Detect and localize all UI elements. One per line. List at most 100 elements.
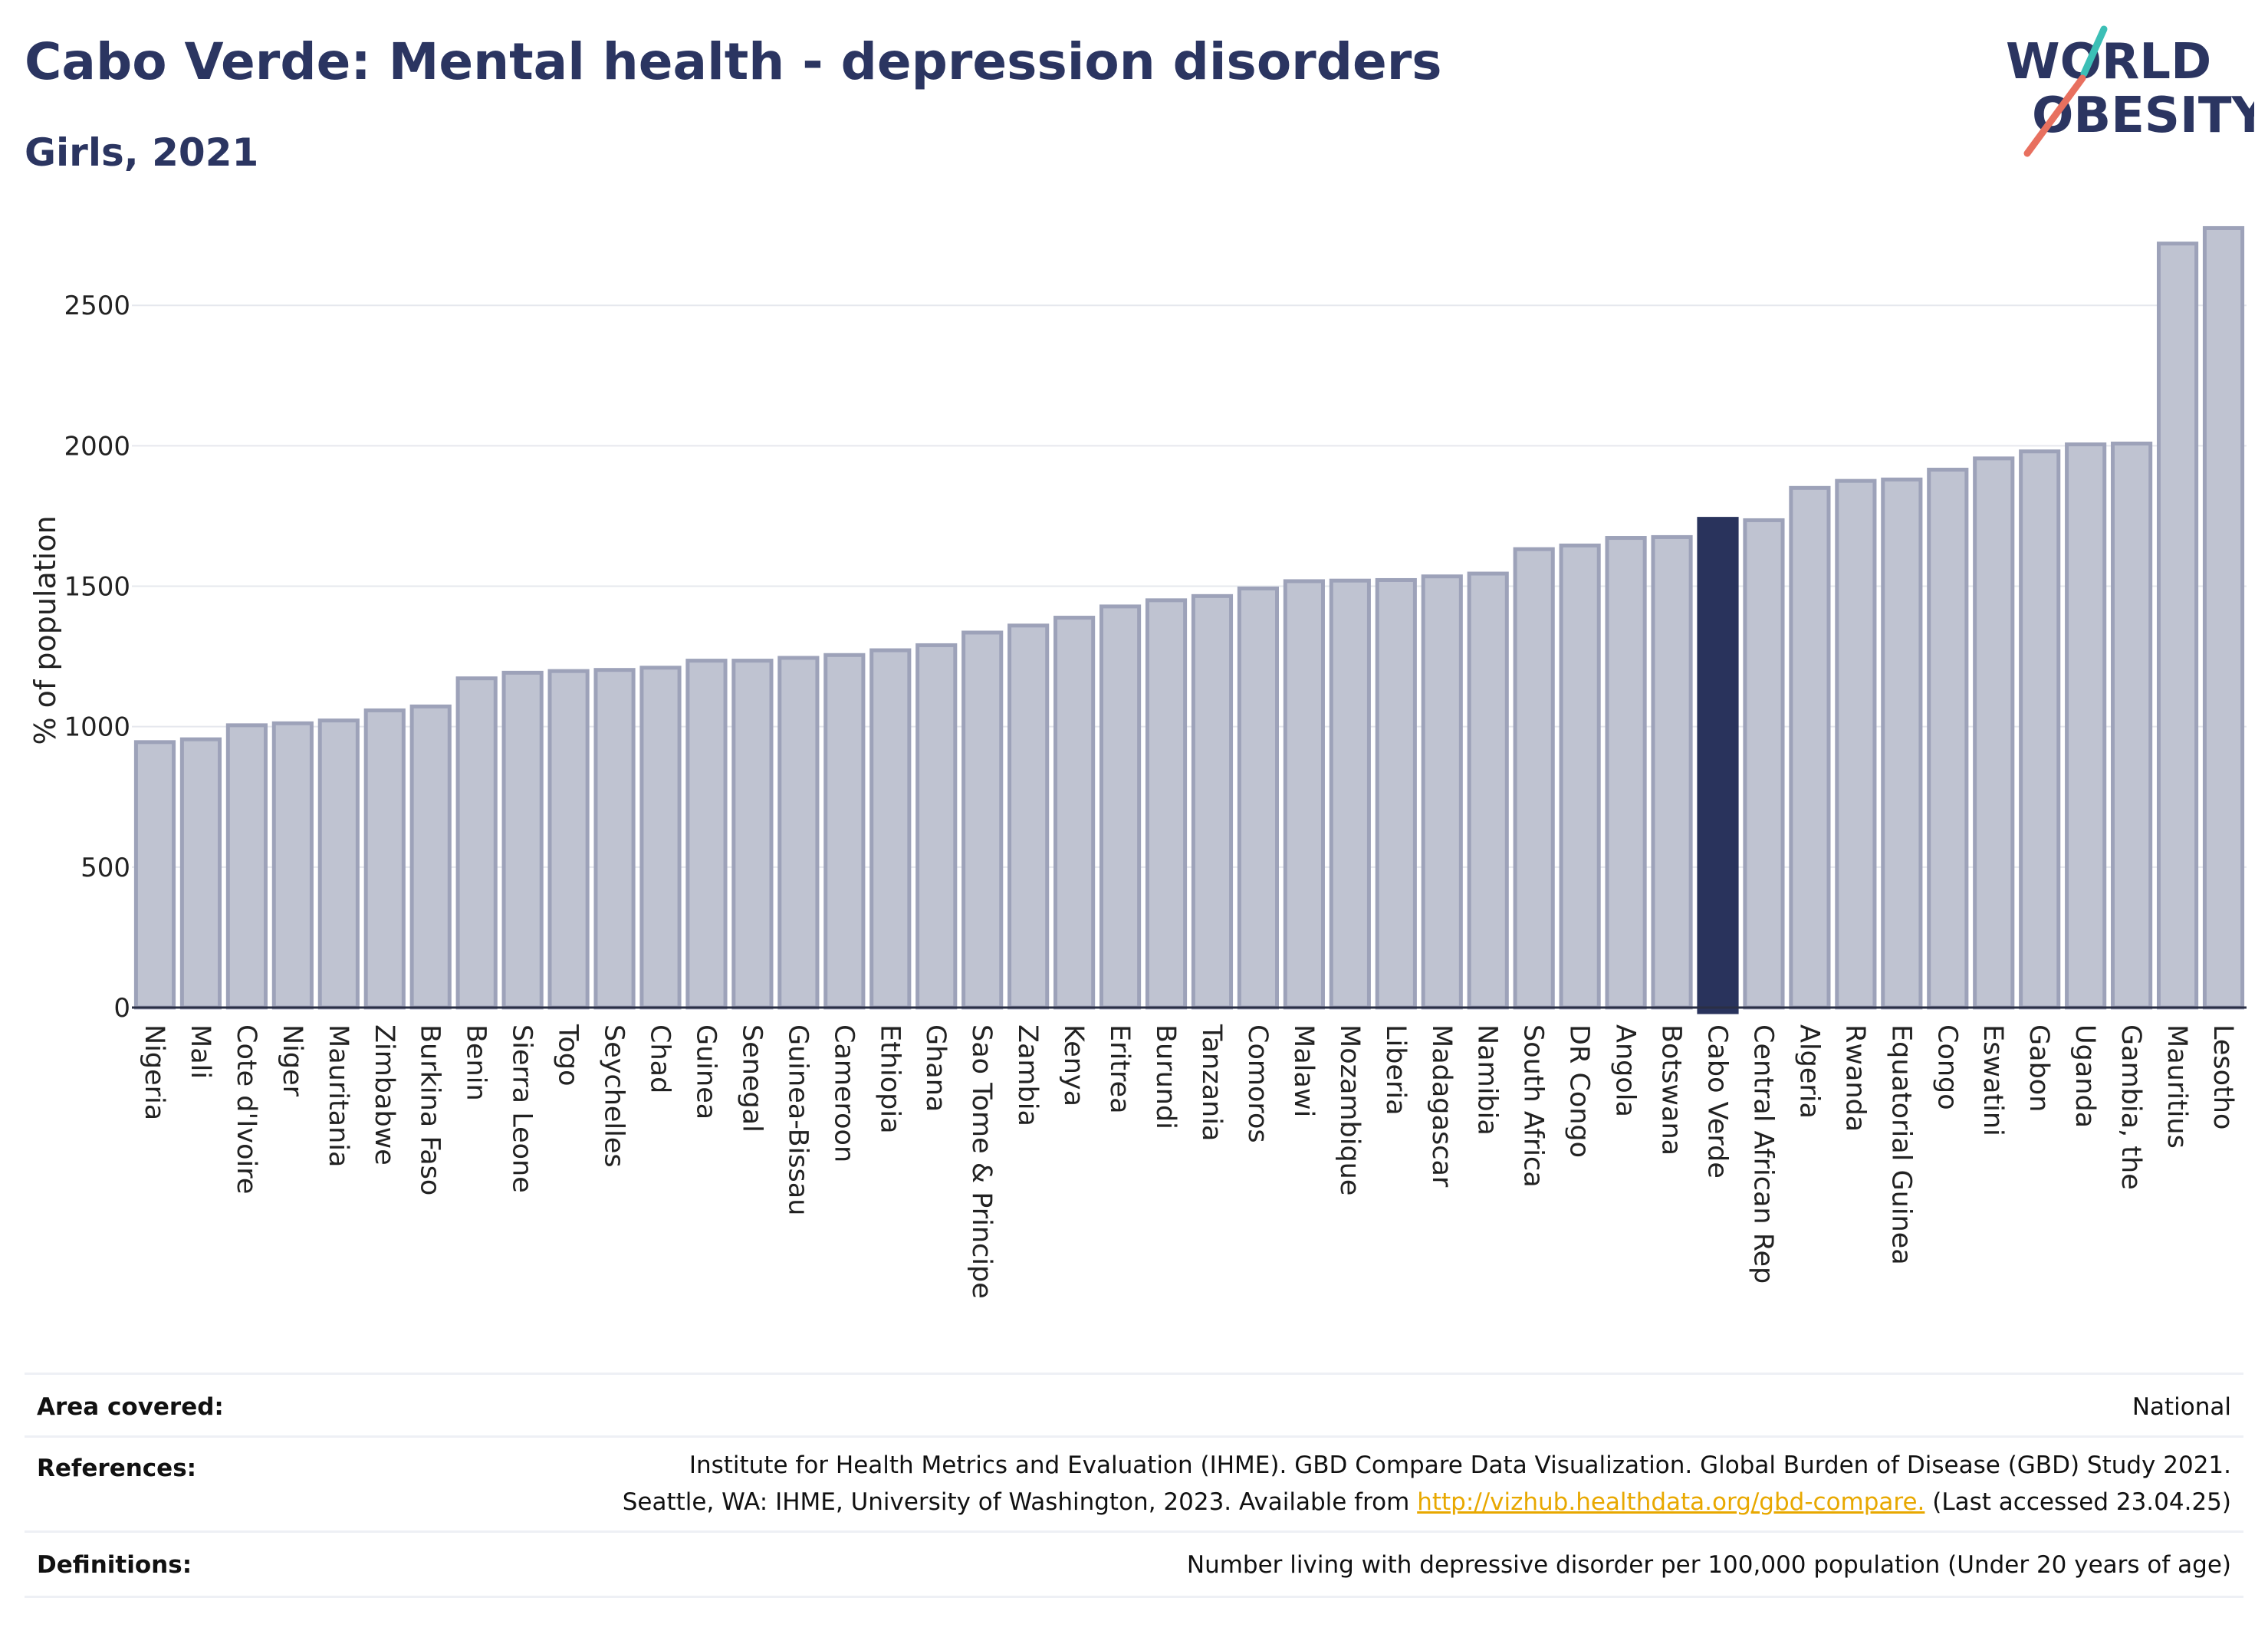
x-tick-label-madagascar: Madagascar — [1426, 1024, 1457, 1188]
bar-seychelles — [593, 668, 636, 1010]
x-tick-label-tanzania: Tanzania — [1196, 1024, 1227, 1141]
bar-burundi — [1145, 598, 1188, 1010]
x-tick-label-uganda: Uganda — [2069, 1024, 2100, 1128]
x-tick-label-congo: Congo — [1931, 1024, 1962, 1110]
bar-uganda — [2065, 442, 2107, 1010]
bar-mali — [179, 737, 222, 1010]
x-tick-label-namibia: Namibia — [1472, 1024, 1503, 1136]
references-label: References: — [37, 1455, 197, 1482]
x-tick-label-comoros: Comoros — [1242, 1024, 1273, 1143]
x-tick-label-mauritania: Mauritania — [323, 1024, 353, 1167]
y-tick-label-2000: 2000 — [64, 431, 130, 462]
bar-ethiopia — [869, 648, 912, 1010]
bar-guinea-bissau — [777, 656, 820, 1010]
bar-tanzania — [1191, 593, 1234, 1010]
bar-nigeria — [133, 740, 176, 1010]
info-row-references: References: Institute for Health Metrics… — [25, 1435, 2243, 1533]
x-tick-label-ghana: Ghana — [920, 1024, 951, 1112]
references-line-2-suffix: (Last accessed 23.04.25) — [1925, 1488, 2231, 1516]
bar-namibia — [1467, 571, 1509, 1010]
bar-equatorial-guinea — [1881, 477, 1923, 1010]
bar-burkina-faso — [409, 704, 452, 1010]
chart-title: Cabo Verde: Mental health - depression d… — [25, 32, 1442, 91]
x-tick-label-lesotho: Lesotho — [2207, 1024, 2238, 1129]
bar-ghana — [915, 643, 958, 1010]
x-tick-label-mauritius: Mauritius — [2161, 1024, 2192, 1149]
x-tick-label-sierra-leone: Sierra Leone — [507, 1024, 537, 1193]
references-value: Institute for Health Metrics and Evaluat… — [623, 1447, 2231, 1521]
bar-central-african-rep — [1743, 518, 1785, 1010]
x-tick-label-dr-congo: DR Congo — [1564, 1024, 1595, 1158]
x-tick-label-malawi: Malawi — [1288, 1024, 1319, 1117]
x-tick-label-togo: Togo — [553, 1024, 583, 1086]
x-tick-label-senegal: Senegal — [736, 1024, 767, 1133]
x-tick-label-seychelles: Seychelles — [599, 1024, 629, 1168]
bar-eritrea — [1099, 604, 1142, 1010]
bar-dr-congo — [1559, 543, 1601, 1010]
definitions-value: Number living with depressive disorder p… — [1186, 1551, 2231, 1579]
bar-senegal — [731, 659, 774, 1010]
logo-text-world: WORLD — [2006, 34, 2211, 90]
bar-benin — [455, 676, 498, 1010]
x-tick-label-burundi: Burundi — [1150, 1024, 1181, 1129]
x-tick-label-burkina-faso: Burkina Faso — [415, 1024, 445, 1195]
bar-rwanda — [1835, 478, 1877, 1010]
bar-liberia — [1375, 577, 1417, 1010]
y-tick-label-0: 0 — [113, 993, 130, 1024]
bar-angola — [1605, 536, 1647, 1010]
bar-algeria — [1789, 485, 1831, 1010]
bar-cameroon — [823, 653, 866, 1010]
x-tick-label-liberia: Liberia — [1380, 1024, 1411, 1116]
x-tick-label-eritrea: Eritrea — [1104, 1024, 1135, 1114]
x-tick-label-chad: Chad — [645, 1024, 675, 1093]
bar-gabon — [2019, 449, 2061, 1010]
references-line-1: Institute for Health Metrics and Evaluat… — [689, 1452, 2231, 1479]
bar-zimbabwe — [363, 708, 406, 1010]
x-tick-label-cote-d-ivoire: Cote d'Ivoire — [231, 1024, 261, 1194]
x-tick-label-cameroon: Cameroon — [828, 1024, 859, 1162]
x-tick-label-benin: Benin — [461, 1024, 491, 1101]
logo-slash-coral — [2023, 74, 2086, 157]
references-line-2-prefix: Seattle, WA: IHME, University of Washing… — [622, 1488, 1418, 1516]
x-tick-label-gabon: Gabon — [2023, 1024, 2054, 1112]
bar-lesotho — [2202, 225, 2245, 1010]
y-tick-label-1000: 1000 — [64, 712, 130, 743]
x-tick-label-mali: Mali — [185, 1024, 215, 1079]
x-tick-label-zambia: Zambia — [1012, 1024, 1043, 1126]
bar-chart: 0 500 1000 1500 2000 2500 % of population Niger… — [28, 225, 2247, 1299]
logo-slash-teal — [2080, 25, 2108, 77]
x-tick-label-equatorial-guinea: Equatorial Guinea — [1885, 1024, 1916, 1265]
bar-kenya — [1053, 616, 1096, 1010]
x-tick-label-botswana: Botswana — [1656, 1024, 1687, 1156]
info-row-area: Area covered: National — [25, 1373, 2243, 1438]
bar-madagascar — [1421, 574, 1463, 1010]
bar-mauritius — [2156, 242, 2199, 1010]
y-tick-label-500: 500 — [81, 853, 130, 883]
x-tick-label-angola: Angola — [1610, 1024, 1641, 1117]
x-tick-label-ethiopia: Ethiopia — [874, 1024, 905, 1134]
bar-gambia-the — [2111, 441, 2153, 1010]
x-tick-label-zimbabwe: Zimbabwe — [369, 1024, 399, 1165]
x-tick-label-central-african-rep: Central African Rep — [1747, 1024, 1778, 1284]
y-axis-label: % of population — [28, 515, 62, 745]
bar-sao-tome-principe — [961, 630, 1004, 1010]
y-tick-label-2500: 2500 — [64, 291, 130, 321]
bar-south-africa — [1513, 547, 1555, 1010]
bar-cabo-verde — [1697, 517, 1739, 1014]
bar-cote-d-ivoire — [225, 723, 268, 1010]
bar-mozambique — [1329, 578, 1371, 1010]
definitions-label: Definitions: — [37, 1551, 192, 1579]
x-tick-label-kenya: Kenya — [1058, 1024, 1089, 1106]
bar-guinea — [685, 659, 728, 1010]
references-link[interactable]: http://vizhub.healthdata.org/gbd-compare… — [1417, 1488, 1925, 1516]
area-covered-label: Area covered: — [37, 1393, 224, 1421]
x-tick-label-mozambique: Mozambique — [1334, 1024, 1365, 1195]
bar-chad — [639, 666, 682, 1010]
area-covered-value: National — [2132, 1393, 2231, 1421]
info-row-definitions: Definitions: Number living with depressi… — [25, 1530, 2243, 1598]
bar-eswatini — [1973, 456, 2015, 1010]
bar-malawi — [1283, 579, 1325, 1010]
references-line-2: Seattle, WA: IHME, University of Washing… — [623, 1484, 2231, 1521]
bar-zambia — [1007, 623, 1050, 1010]
x-tick-label-algeria: Algeria — [1793, 1024, 1824, 1119]
